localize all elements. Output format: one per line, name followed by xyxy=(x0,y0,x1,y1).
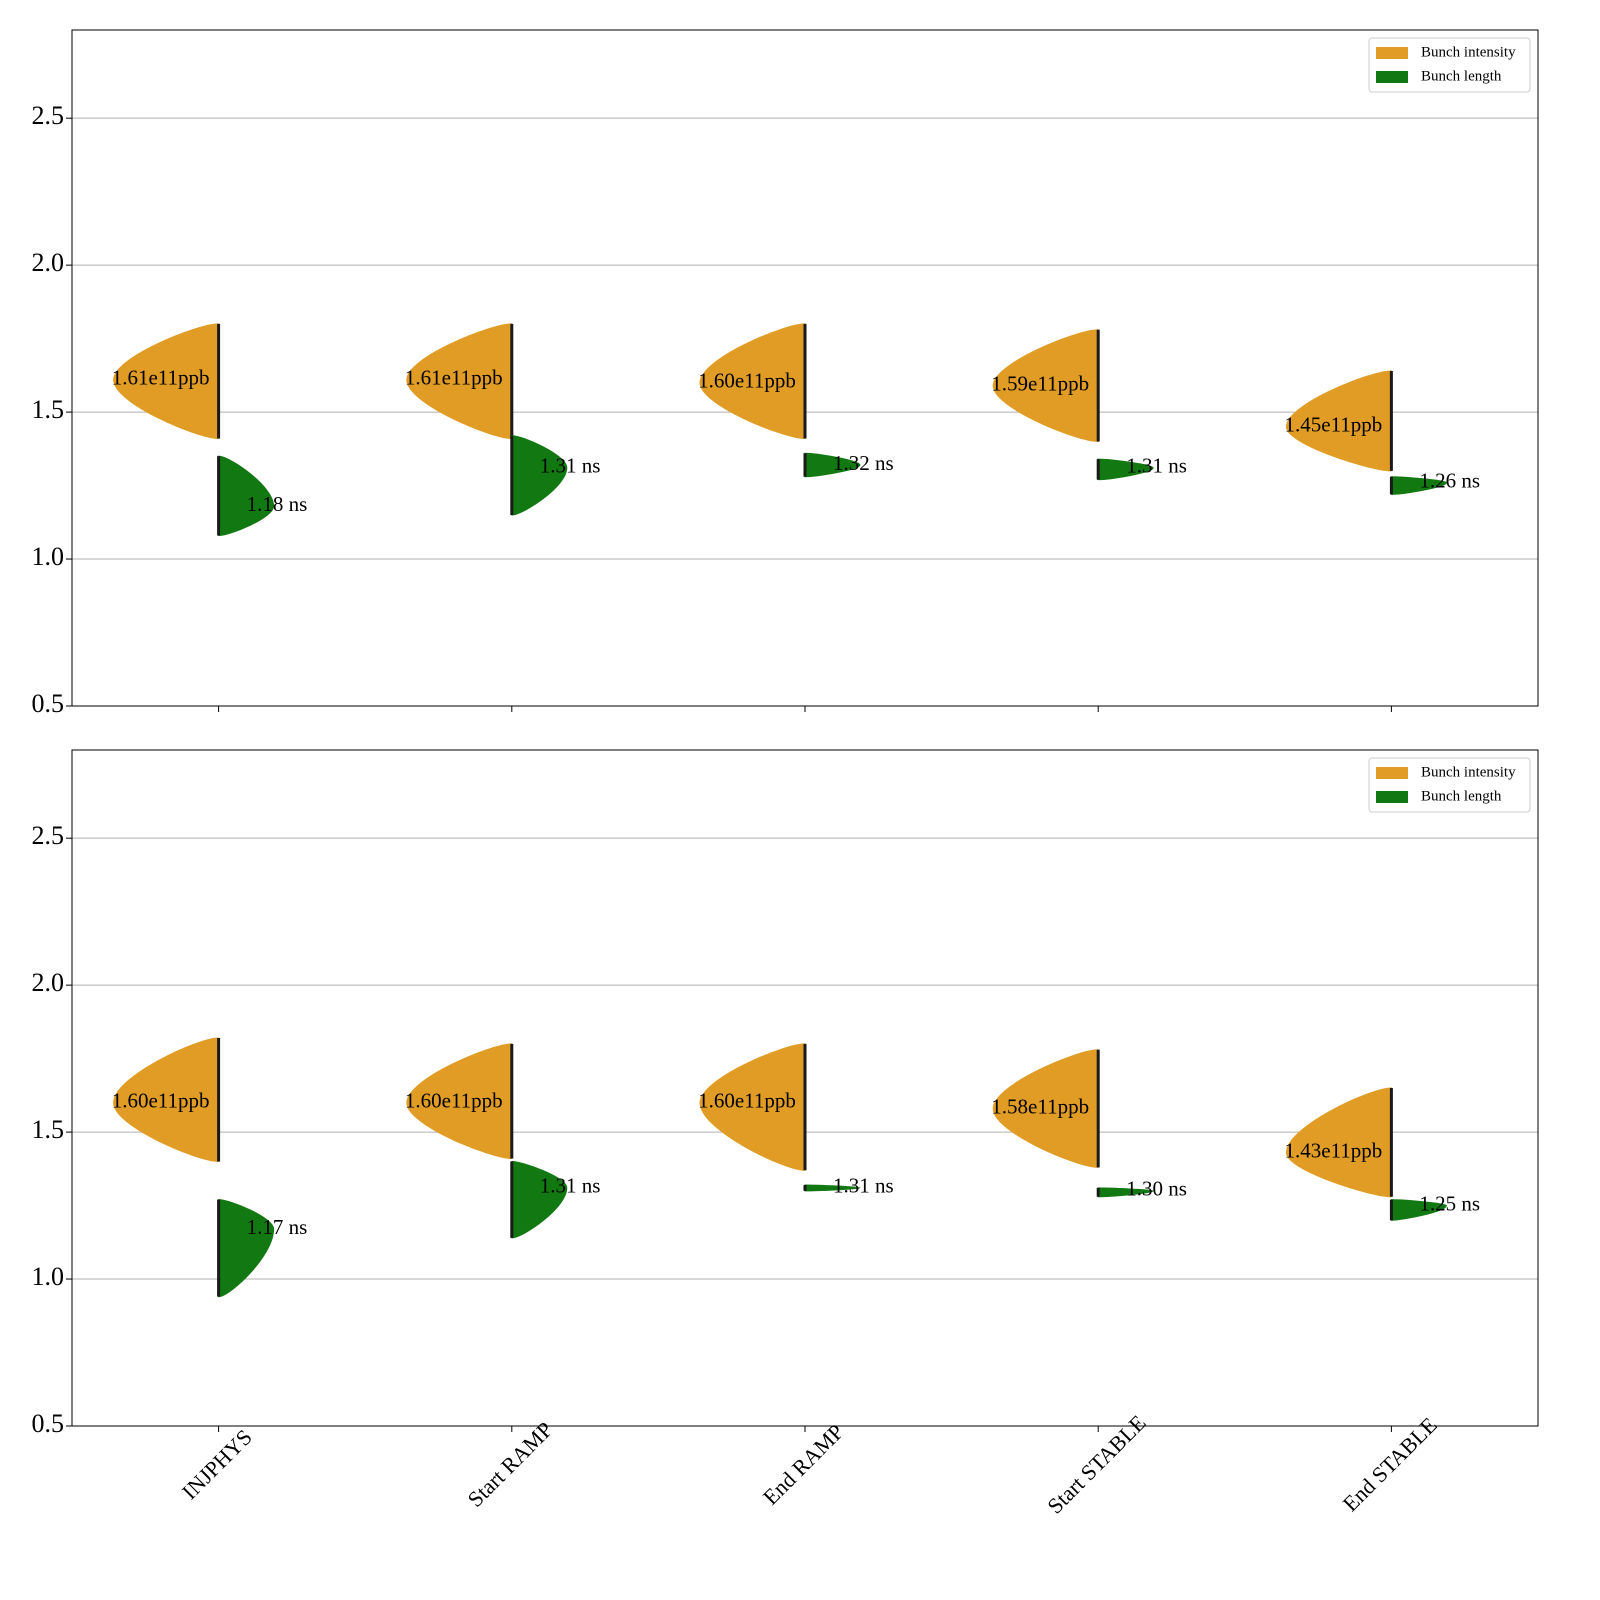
violin xyxy=(804,452,861,478)
value-label: 1.31 ns xyxy=(1126,454,1187,478)
value-label: 1.60e11ppb xyxy=(698,369,796,393)
value-label: 1.18 ns xyxy=(247,492,308,516)
legend-swatch xyxy=(1376,47,1408,59)
violin xyxy=(511,435,568,516)
y-tick-label: 0.5 xyxy=(32,1409,65,1438)
x-tick-label: End RAMP xyxy=(758,1419,849,1510)
legend-label: Bunch intensity xyxy=(1421,44,1516,60)
value-label: 1.25 ns xyxy=(1419,1191,1480,1215)
legend-swatch xyxy=(1376,767,1408,779)
plot-frame xyxy=(71,29,1539,707)
y-tick-label: 2.0 xyxy=(32,248,65,277)
value-label: 1.60e11ppb xyxy=(698,1089,796,1113)
value-label: 1.45e11ppb xyxy=(1285,413,1383,437)
x-tick-label: End STABLE xyxy=(1338,1412,1442,1516)
violin xyxy=(1097,1187,1154,1198)
violin xyxy=(406,323,513,440)
y-tick-label: 0.5 xyxy=(32,689,65,718)
violin xyxy=(699,323,806,440)
value-label: 1.31 ns xyxy=(540,454,601,478)
value-label: 1.26 ns xyxy=(1419,468,1480,492)
y-tick-label: 2.5 xyxy=(32,101,65,130)
value-label: 1.43e11ppb xyxy=(1285,1138,1383,1162)
value-label: 1.60e11ppb xyxy=(112,1089,210,1113)
legend-swatch xyxy=(1376,71,1408,83)
violin xyxy=(218,455,275,537)
y-tick-label: 1.0 xyxy=(32,1262,65,1291)
y-tick-label: 1.5 xyxy=(32,1115,65,1144)
value-label: 1.31 ns xyxy=(540,1174,601,1198)
value-label: 1.60e11ppb xyxy=(405,1089,503,1113)
violin xyxy=(113,323,220,440)
violin xyxy=(1285,1087,1392,1198)
violin xyxy=(406,1043,513,1160)
legend-box xyxy=(1368,757,1531,813)
x-tick-label: Start RAMP xyxy=(463,1417,558,1512)
value-label: 1.31 ns xyxy=(833,1174,894,1198)
violin xyxy=(699,1043,806,1171)
violin xyxy=(511,1160,568,1239)
value-label: 1.30 ns xyxy=(1126,1177,1187,1201)
violin xyxy=(1285,370,1392,472)
violin xyxy=(218,1199,275,1298)
violin xyxy=(1097,458,1154,481)
legend-label: Bunch intensity xyxy=(1421,764,1516,780)
legend-label: Bunch length xyxy=(1421,68,1502,84)
y-tick-label: 1.5 xyxy=(32,395,65,424)
violin xyxy=(1390,476,1447,495)
legend-label: Bunch length xyxy=(1421,788,1502,804)
y-tick-label: 2.5 xyxy=(32,821,65,850)
violin xyxy=(992,1049,1099,1168)
value-label: 1.58e11ppb xyxy=(991,1094,1089,1118)
value-label: 1.61e11ppb xyxy=(112,366,210,390)
violin xyxy=(992,329,1099,442)
violin xyxy=(1390,1199,1447,1221)
legend-box xyxy=(1368,37,1531,93)
violin xyxy=(804,1184,861,1192)
value-label: 1.61e11ppb xyxy=(405,366,503,390)
y-tick-label: 2.0 xyxy=(32,968,65,997)
y-tick-label: 1.0 xyxy=(32,542,65,571)
value-label: 1.32 ns xyxy=(833,451,894,475)
value-label: 1.17 ns xyxy=(247,1215,308,1239)
x-tick-label: INJPHYS xyxy=(177,1424,257,1504)
value-label: 1.59e11ppb xyxy=(991,371,1089,395)
plot-frame xyxy=(71,749,1539,1427)
violin xyxy=(113,1037,220,1162)
legend-swatch xyxy=(1376,791,1408,803)
